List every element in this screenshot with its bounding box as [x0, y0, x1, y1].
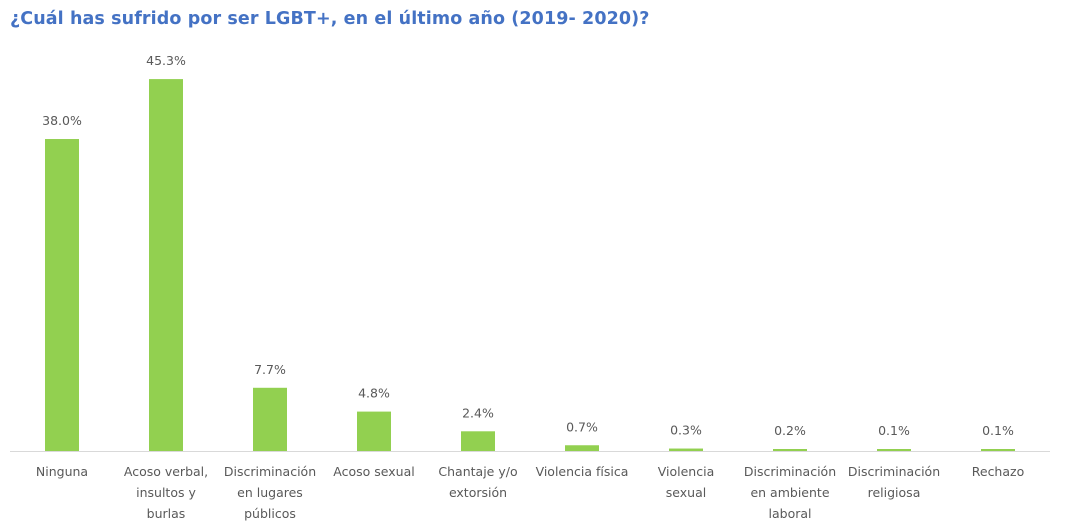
bar-2 [253, 387, 287, 451]
category-label-line: Rechazo [972, 464, 1024, 479]
category-labels-group: Ninguna Acoso verbal, insultos y burlas Disc… [36, 464, 1024, 521]
category-label-4: Chantaje y/o extorsión [438, 464, 517, 500]
category-label-line: Violencia física [536, 464, 629, 479]
data-label-4: 2.4% [462, 405, 494, 420]
category-label-line: públicos [244, 506, 296, 521]
category-label-line: en ambiente [750, 485, 829, 500]
category-label-6: Violencia sexual [658, 464, 715, 500]
category-label-line: Ninguna [36, 464, 88, 479]
category-label-0: Ninguna [36, 464, 88, 479]
category-label-2: Discriminación en lugares públicos [224, 464, 316, 521]
data-label-1: 45.3% [146, 53, 186, 68]
bar-8 [877, 449, 911, 451]
bar-3 [357, 411, 391, 451]
category-label-line: Discriminación [848, 464, 940, 479]
bars-group [45, 79, 1015, 451]
category-label-8: Discriminación religiosa [848, 464, 940, 500]
bar-6 [669, 448, 703, 451]
category-label-line: burlas [147, 506, 186, 521]
data-label-0: 38.0% [42, 113, 82, 128]
category-label-line: sexual [666, 485, 706, 500]
bar-5 [565, 445, 599, 451]
category-label-5: Violencia física [536, 464, 629, 479]
category-label-line: Acoso sexual [333, 464, 414, 479]
bar-0 [45, 139, 79, 451]
category-label-line: extorsión [449, 485, 507, 500]
bar-7 [773, 449, 807, 451]
data-label-8: 0.1% [878, 423, 910, 438]
category-label-line: Discriminación [224, 464, 316, 479]
category-label-line: Violencia [658, 464, 715, 479]
category-label-line: religiosa [868, 485, 921, 500]
category-label-7: Discriminación en ambiente laboral [744, 464, 836, 521]
category-label-line: laboral [769, 506, 812, 521]
category-label-line: en lugares [237, 485, 303, 500]
category-label-line: Chantaje y/o [438, 464, 517, 479]
data-label-9: 0.1% [982, 423, 1014, 438]
bar-9 [981, 449, 1015, 451]
category-label-9: Rechazo [972, 464, 1024, 479]
category-label-line: Acoso verbal, [124, 464, 208, 479]
category-label-line: insultos y [136, 485, 196, 500]
data-labels-group: 38.0% 45.3% 7.7% 4.8% 2.4% 0.7% 0.3% 0.2% 0.1% 0.… [42, 53, 1014, 438]
category-label-line: Discriminación [744, 464, 836, 479]
chart-title: ¿Cuál has sufrido por ser LGBT+, en el ú… [10, 9, 650, 29]
category-label-3: Acoso sexual [333, 464, 414, 479]
bar-4 [461, 431, 495, 451]
data-label-5: 0.7% [566, 419, 598, 434]
bar-1 [149, 79, 183, 451]
data-label-2: 7.7% [254, 362, 286, 377]
data-label-3: 4.8% [358, 386, 390, 401]
data-label-7: 0.2% [774, 423, 806, 438]
data-label-6: 0.3% [670, 423, 702, 438]
category-label-1: Acoso verbal, insultos y burlas [124, 464, 208, 521]
